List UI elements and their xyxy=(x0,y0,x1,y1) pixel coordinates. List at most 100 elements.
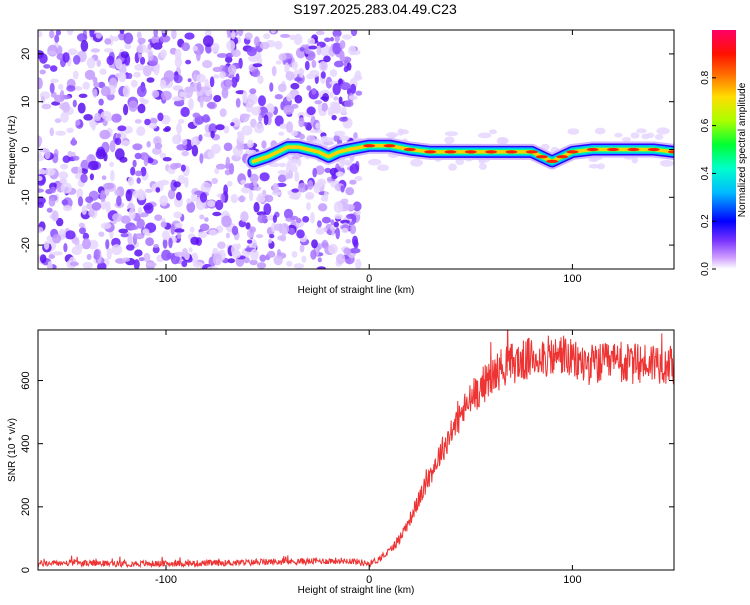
noise-blob xyxy=(173,85,180,91)
noise-blob xyxy=(597,163,605,170)
noise-blob xyxy=(330,36,334,42)
noise-blob xyxy=(128,100,138,112)
noise-blob xyxy=(119,30,125,34)
noise-blob xyxy=(119,140,131,146)
noise-blob xyxy=(315,122,321,129)
noise-blob xyxy=(184,86,194,99)
noise-blob xyxy=(247,168,252,178)
x-tick-label: 100 xyxy=(563,273,581,285)
noise-blob xyxy=(274,94,283,100)
noise-blob xyxy=(115,58,123,70)
noise-blob xyxy=(89,30,95,38)
noise-blob xyxy=(111,36,120,42)
noise-blob xyxy=(212,211,222,217)
noise-blob xyxy=(47,50,57,56)
noise-blob xyxy=(132,190,140,199)
ridge-peak-core xyxy=(627,147,640,152)
noise-blob xyxy=(245,149,254,155)
noise-blob xyxy=(231,225,239,236)
noise-blob xyxy=(139,97,145,103)
colorbar-tick-label: 0.4 xyxy=(700,166,711,180)
noise-blob xyxy=(203,152,209,159)
noise-blob xyxy=(98,231,105,237)
noise-blob xyxy=(333,96,339,101)
noise-blob xyxy=(124,43,132,50)
noise-blob xyxy=(659,159,674,167)
noise-blob xyxy=(188,247,193,253)
noise-blob xyxy=(65,230,76,240)
noise-blob xyxy=(209,76,215,88)
noise-blob xyxy=(61,101,70,113)
noise-blob xyxy=(272,214,277,223)
noise-blob xyxy=(277,83,287,93)
noise-blob xyxy=(106,55,115,66)
noise-blob xyxy=(134,64,145,71)
noise-blob xyxy=(85,196,94,204)
noise-blob xyxy=(207,266,219,269)
ridge-peak-core xyxy=(586,147,599,152)
noise-blob xyxy=(120,215,131,224)
noise-blob xyxy=(120,233,129,238)
noise-blob xyxy=(316,45,322,56)
noise-blob xyxy=(288,158,298,163)
noise-blob xyxy=(38,30,43,38)
noise-blob xyxy=(71,137,76,146)
y-tick-label: 200 xyxy=(20,498,32,516)
noise-blob xyxy=(60,182,72,194)
noise-blob xyxy=(213,95,222,103)
ridge-peak-core xyxy=(607,147,619,152)
noise-blob xyxy=(91,202,102,211)
noise-blob xyxy=(116,195,122,207)
noise-blob xyxy=(96,59,101,67)
noise-blob xyxy=(196,73,206,83)
noise-blob xyxy=(72,155,80,161)
noise-blob xyxy=(256,262,267,269)
noise-blob xyxy=(211,143,221,154)
noise-blob xyxy=(86,57,96,69)
noise-blob xyxy=(312,167,318,178)
noise-blob xyxy=(60,111,69,123)
colorbar-tick-label: 0.6 xyxy=(700,118,711,132)
noise-blob xyxy=(162,238,168,249)
noise-blob xyxy=(333,60,344,68)
noise-blob xyxy=(329,91,334,99)
noise-blob xyxy=(614,132,623,138)
noise-blob xyxy=(271,65,277,77)
noise-blob xyxy=(173,211,183,219)
noise-blob xyxy=(197,231,208,239)
noise-blob xyxy=(344,204,355,211)
noise-blob xyxy=(43,240,50,250)
noise-blob xyxy=(241,125,253,136)
noise-blob xyxy=(71,246,82,256)
noise-blob xyxy=(307,180,314,190)
noise-blob xyxy=(92,88,98,98)
noise-blob xyxy=(321,239,329,249)
noise-blob xyxy=(262,189,267,195)
noise-blob xyxy=(62,52,70,63)
noise-blob xyxy=(352,201,362,212)
noise-blob xyxy=(184,32,195,40)
noise-blob xyxy=(154,142,163,150)
noise-blob xyxy=(154,214,163,221)
noise-blob xyxy=(66,30,74,36)
noise-blob xyxy=(317,101,322,114)
noise-blob xyxy=(237,195,246,202)
noise-blob xyxy=(136,85,147,98)
noise-blob xyxy=(157,112,164,122)
noise-blob xyxy=(50,78,59,84)
noise-blob xyxy=(311,60,317,68)
noise-blob xyxy=(129,225,139,231)
noise-blob xyxy=(316,266,327,269)
noise-blob xyxy=(77,102,86,114)
noise-blob xyxy=(170,163,179,170)
noise-blob xyxy=(167,189,176,200)
noise-blob xyxy=(245,222,251,230)
noise-blob xyxy=(223,184,229,195)
noise-blob xyxy=(82,261,94,269)
noise-blob xyxy=(235,73,240,83)
noise-blob xyxy=(190,136,198,148)
noise-blob xyxy=(146,77,155,83)
noise-blob xyxy=(241,186,251,194)
noise-blob xyxy=(248,93,254,100)
noise-blob xyxy=(266,250,276,258)
